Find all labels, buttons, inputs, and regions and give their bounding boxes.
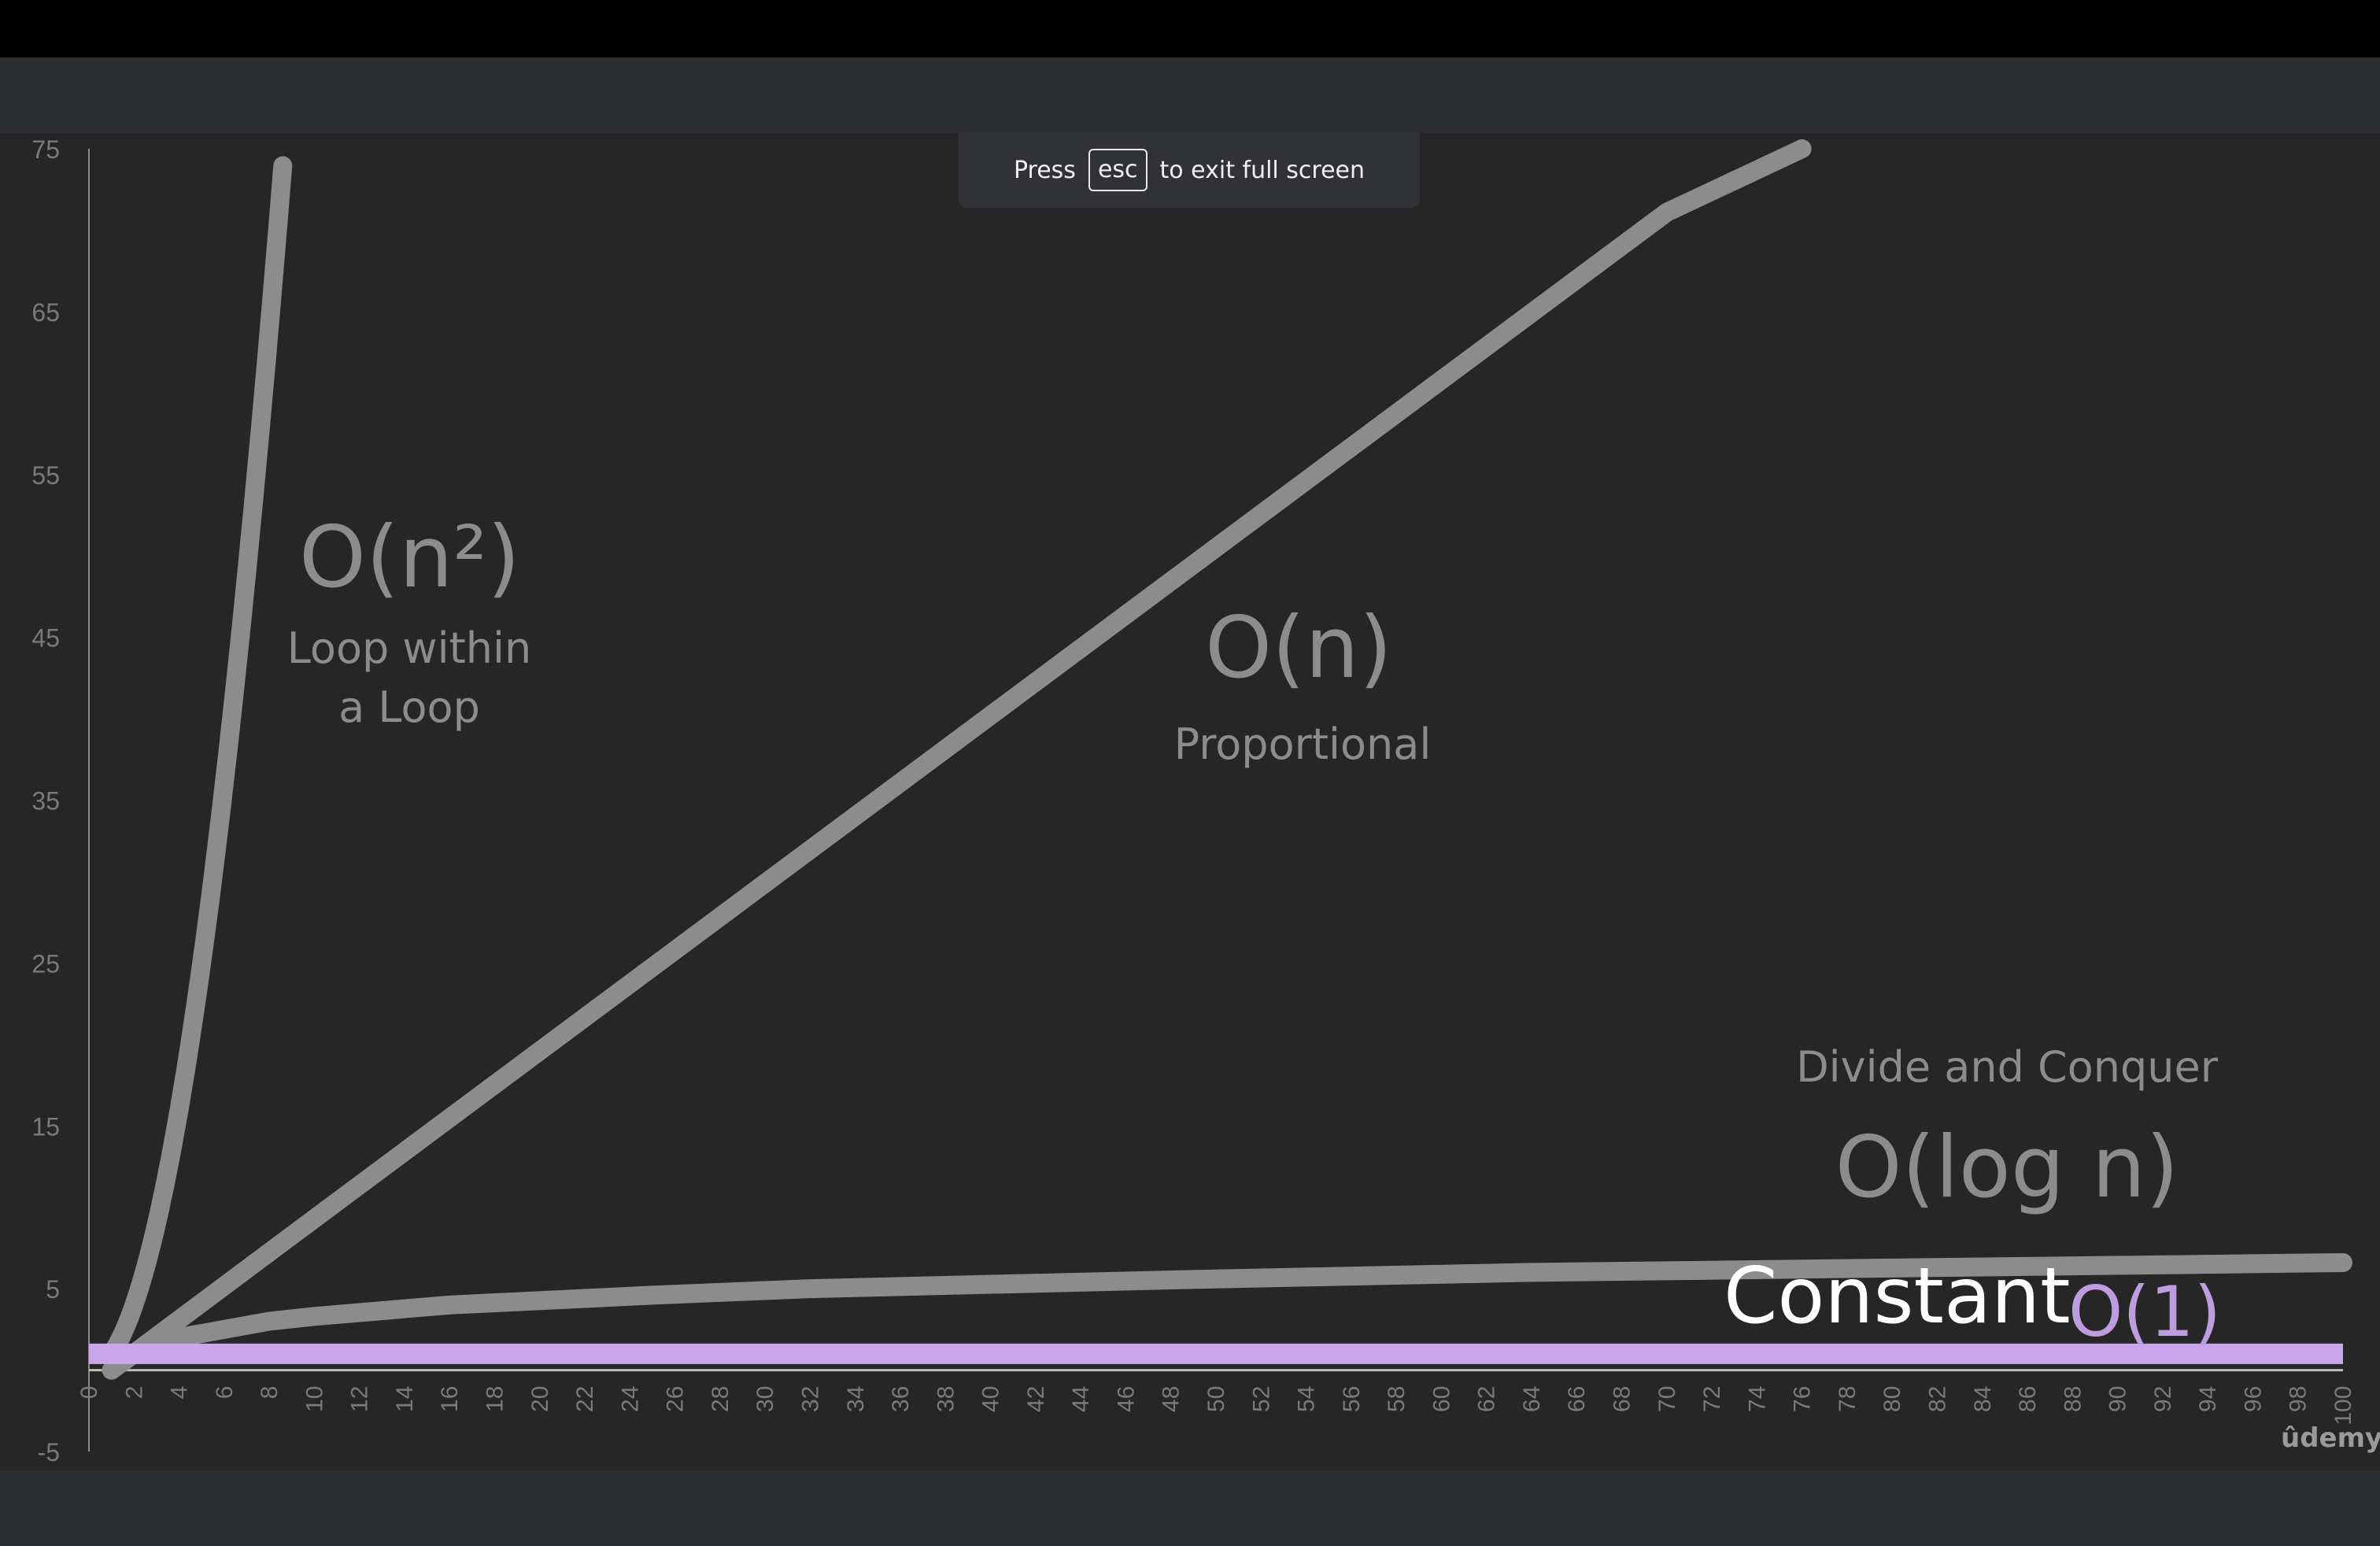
x-tick-label: 78 bbox=[1835, 1386, 1861, 1412]
x-tick-label: 98 bbox=[2286, 1386, 2312, 1412]
top-black-bar bbox=[0, 0, 2380, 57]
udemy-logo: ûdemy bbox=[2281, 1422, 2380, 1454]
toast-suffix-text: to exit full screen bbox=[1159, 156, 1366, 184]
x-tick-label: 8 bbox=[257, 1386, 283, 1400]
x-tick-label: 100 bbox=[2330, 1386, 2356, 1426]
y-tick-label: -5 bbox=[38, 1438, 60, 1466]
x-tick-label: 54 bbox=[1294, 1386, 1320, 1412]
esc-key: esc bbox=[1088, 149, 1148, 191]
header-band bbox=[0, 57, 2380, 133]
x-tick-label: 52 bbox=[1248, 1386, 1274, 1412]
x-tick-label: 32 bbox=[797, 1386, 823, 1412]
linear-series-line bbox=[102, 139, 1812, 1380]
x-tick-label: 40 bbox=[978, 1386, 1004, 1412]
x-tick-label: 18 bbox=[482, 1386, 508, 1412]
x-tick-label: 10 bbox=[301, 1386, 327, 1412]
bottom-band bbox=[0, 1470, 2380, 1546]
linear-description: Proportional bbox=[1173, 719, 1432, 769]
x-tick-label: 44 bbox=[1068, 1386, 1094, 1412]
x-tick-label: 12 bbox=[347, 1386, 373, 1412]
x-tick-label: 92 bbox=[2150, 1386, 2176, 1412]
x-tick-label: 94 bbox=[2195, 1386, 2221, 1412]
x-tick-label: 22 bbox=[572, 1386, 598, 1412]
x-tick-label: 20 bbox=[527, 1386, 553, 1412]
x-tick-label: 4 bbox=[167, 1386, 193, 1400]
x-tick-label: 30 bbox=[752, 1386, 778, 1412]
toast-press-text: Press bbox=[1013, 156, 1076, 184]
x-tick-label: 38 bbox=[933, 1386, 959, 1412]
y-tick-label: 45 bbox=[31, 624, 60, 653]
x-tick-label: 68 bbox=[1609, 1386, 1635, 1412]
constant-word-label: Constant bbox=[1724, 1252, 2071, 1341]
x-tick-label: 50 bbox=[1203, 1386, 1229, 1412]
x-tick-label: 60 bbox=[1428, 1386, 1454, 1412]
x-tick-label: 90 bbox=[2105, 1386, 2131, 1412]
x-tick-label: 24 bbox=[617, 1386, 643, 1412]
x-tick-label: 48 bbox=[1159, 1386, 1184, 1412]
x-tick-label: 34 bbox=[843, 1386, 869, 1412]
log-description: Divide and Conquer bbox=[1796, 1042, 2218, 1092]
x-tick-label: 16 bbox=[437, 1386, 463, 1412]
y-tick-label: 15 bbox=[31, 1112, 60, 1141]
x-tick-label: 76 bbox=[1790, 1386, 1816, 1412]
x-tick-label: 14 bbox=[392, 1386, 418, 1412]
x-tick-label: 80 bbox=[1879, 1386, 1905, 1412]
y-tick-label: 55 bbox=[31, 461, 60, 490]
x-tick-label: 96 bbox=[2240, 1386, 2266, 1412]
x-tick-label: 2 bbox=[121, 1386, 147, 1400]
x-tick-label: 64 bbox=[1519, 1386, 1545, 1412]
logarithmic-series-line bbox=[102, 1253, 2352, 1380]
y-tick-label: 75 bbox=[31, 135, 60, 164]
x-tick-label: 88 bbox=[2060, 1386, 2086, 1412]
log-label: O(log n) bbox=[1835, 1119, 2179, 1217]
y-tick-label: 25 bbox=[31, 949, 60, 978]
x-tick-label: 0 bbox=[76, 1386, 102, 1400]
x-tick-label: 82 bbox=[1924, 1386, 1950, 1412]
x-tick-label: 62 bbox=[1474, 1386, 1500, 1412]
x-tick-label: 58 bbox=[1384, 1386, 1410, 1412]
x-tick-label: 36 bbox=[888, 1386, 914, 1412]
linear-label: O(n) bbox=[1205, 599, 1392, 697]
x-tick-label: 74 bbox=[1744, 1386, 1770, 1412]
x-tick-label: 86 bbox=[2015, 1386, 2041, 1412]
quadratic-description: Loop within a Loop bbox=[286, 623, 532, 732]
quadratic-label: O(n²) bbox=[299, 509, 521, 607]
quadratic-series-line bbox=[102, 156, 293, 1363]
x-tick-label: 6 bbox=[212, 1386, 238, 1400]
y-tick-label: 5 bbox=[46, 1275, 60, 1304]
x-tick-label: 28 bbox=[708, 1386, 734, 1412]
slide: -5 5 15 25 35 45 55 65 75 0 2 4 6 8 10 12 14 16 18 20 22 24 26… bbox=[0, 133, 2380, 1470]
x-tick-label: 84 bbox=[1970, 1386, 1996, 1412]
y-tick-label: 35 bbox=[31, 787, 60, 816]
y-tick-label: 65 bbox=[31, 298, 60, 327]
x-tick-label: 70 bbox=[1654, 1386, 1680, 1412]
x-tick-label: 72 bbox=[1699, 1386, 1725, 1412]
x-tick-label: 42 bbox=[1023, 1386, 1049, 1412]
fullscreen-toast: Press esc to exit full screen bbox=[959, 132, 1420, 208]
x-tick-label: 56 bbox=[1339, 1386, 1365, 1412]
constant-label: O(1) bbox=[2068, 1271, 2221, 1352]
x-tick-label: 26 bbox=[663, 1386, 689, 1412]
x-tick-label: 46 bbox=[1113, 1386, 1139, 1412]
x-tick-label: 66 bbox=[1564, 1386, 1590, 1412]
